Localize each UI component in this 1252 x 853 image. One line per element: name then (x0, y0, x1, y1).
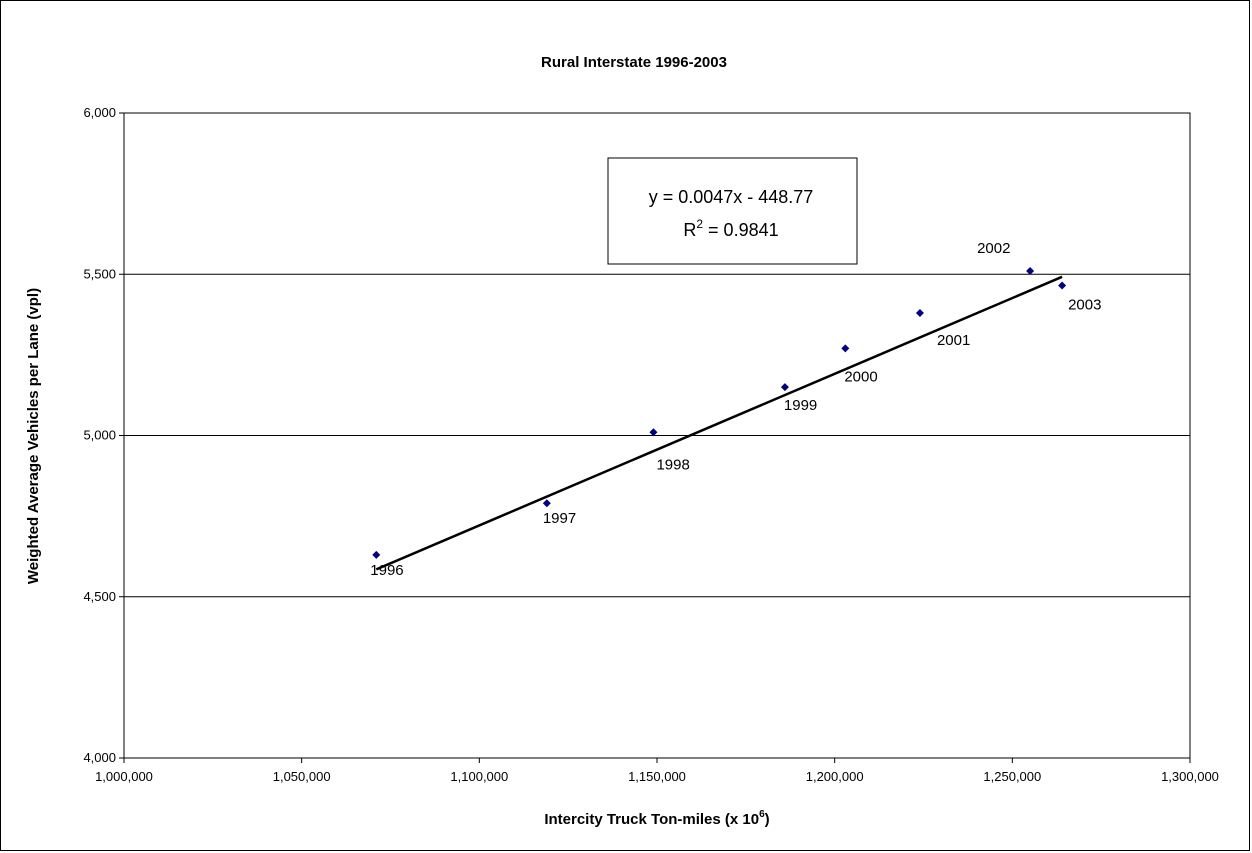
y-tick-label-0: 4,000 (83, 750, 116, 765)
r-squared-value: = 0.9841 (703, 220, 779, 240)
x-axis-title: Intercity Truck Ton-miles (x 106) (544, 809, 769, 828)
data-point-1997 (542, 499, 551, 508)
point-label-1999: 1999 (784, 397, 817, 414)
point-label-2000: 2000 (844, 368, 877, 385)
y-tick-label-4: 6,000 (83, 105, 116, 120)
x-tick-label-2: 1,100,000 (450, 769, 508, 784)
y-tick-label-2: 5,000 (83, 428, 116, 443)
equation-box-border (607, 157, 858, 265)
y-tick-label-3: 5,500 (83, 266, 116, 281)
x-tick-label-4: 1,200,000 (806, 769, 864, 784)
x-axis-title-sup: 6 (759, 809, 765, 820)
data-point-2001 (915, 308, 924, 317)
r-squared: R2 = 0.9841 (683, 217, 778, 240)
data-point-2003 (1058, 281, 1067, 290)
trendline (375, 275, 1063, 571)
y-axis-ticks: 4,000 4,500 5,000 5,500 6,000 (83, 105, 124, 765)
point-label-1998: 1998 (656, 456, 689, 473)
data-point-2002 (1026, 267, 1035, 276)
x-tick-label-0: 1,000,000 (95, 769, 153, 784)
point-labels: 1996 1997 1998 1999 2000 2001 2002 2003 (370, 240, 1101, 579)
r-squared-sup: 2 (696, 217, 703, 231)
data-point-1998 (649, 428, 658, 437)
point-label-2002: 2002 (977, 240, 1010, 257)
y-axis-title: Weighted Average Vehicles per Lane (vpl) (25, 288, 42, 584)
chart-title: Rural Interstate 1996-2003 (541, 54, 727, 71)
equation-box: y = 0.0047x - 448.77 R2 = 0.9841 (607, 157, 858, 265)
point-label-2003: 2003 (1068, 297, 1101, 314)
x-axis-ticks: 1,000,000 1,050,000 1,100,000 1,150,000 1,20… (95, 758, 1219, 784)
trendline-equation: y = 0.0047x - 448.77 (649, 187, 814, 207)
x-axis-title-text: Intercity Truck Ton-miles (x 10 (544, 811, 759, 828)
y-tick-label-1: 4,500 (83, 589, 116, 604)
x-axis-title-end: ) (765, 811, 770, 828)
trendline-path (375, 275, 1063, 571)
x-tick-label-5: 1,250,000 (983, 769, 1041, 784)
point-label-1996: 1996 (370, 562, 403, 579)
data-point-2000 (841, 344, 850, 353)
x-tick-label-6: 1,300,000 (1161, 769, 1219, 784)
data-point-1996 (372, 550, 381, 559)
gridlines (124, 273, 1190, 598)
data-point-1999 (780, 383, 789, 392)
x-tick-label-1: 1,050,000 (273, 769, 331, 784)
r-squared-prefix: R (683, 220, 696, 240)
data-points (372, 267, 1067, 559)
point-label-1997: 1997 (543, 510, 576, 527)
point-label-2001: 2001 (937, 332, 970, 349)
x-tick-label-3: 1,150,000 (628, 769, 686, 784)
